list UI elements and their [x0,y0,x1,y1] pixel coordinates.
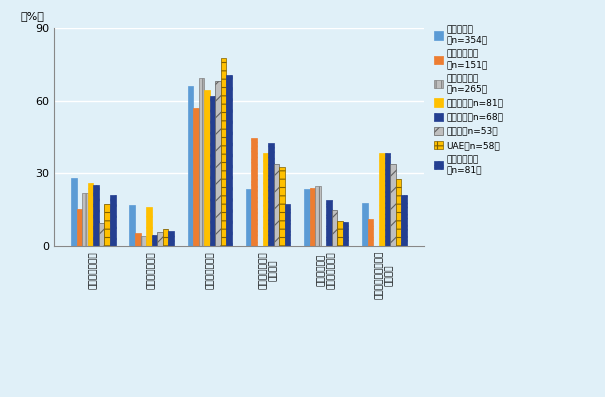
Bar [157,232,163,246]
Bar [338,221,343,246]
Bar [152,235,157,246]
Bar [77,209,82,246]
Bar [99,224,105,246]
Bar [310,189,315,246]
Bar [129,205,135,246]
Bar [105,204,110,246]
Bar [88,183,93,246]
Bar [135,233,140,246]
Bar [279,167,285,246]
Bar [204,91,210,246]
Bar [268,143,273,246]
Bar [188,86,193,246]
Bar [163,229,168,246]
Bar [304,189,310,246]
Bar [368,219,373,246]
Bar [199,79,204,246]
Bar [146,207,152,246]
Bar [110,195,116,246]
Bar [221,58,226,246]
Bar [140,236,146,246]
Legend: 中国・華東
（n=354）, シンガポール
（n=151）, インドネシア
（n=265）, メキシコ（n=81）, ブラジル（n=68）, ロシア（n=53）: 中国・華東 （n=354）, シンガポール （n=151）, インドネシア （n… [432,23,505,176]
Bar [226,75,232,246]
Bar [390,164,396,246]
Bar [82,193,88,246]
Bar [215,81,221,246]
Bar [246,189,252,246]
Bar [168,231,174,246]
Bar [401,195,407,246]
Bar [273,164,279,246]
Bar [385,154,390,246]
Bar [252,139,257,246]
Bar [332,210,338,246]
Bar [326,200,332,246]
Bar [396,179,401,246]
Bar [379,153,385,246]
Bar [71,178,77,246]
Bar [193,108,199,246]
Bar [263,153,268,246]
Bar [343,222,348,246]
Bar [210,96,215,246]
Bar [362,203,368,246]
Y-axis label: （%）: （%） [21,11,44,21]
Bar [315,186,321,246]
Bar [285,204,290,246]
Bar [93,185,99,246]
